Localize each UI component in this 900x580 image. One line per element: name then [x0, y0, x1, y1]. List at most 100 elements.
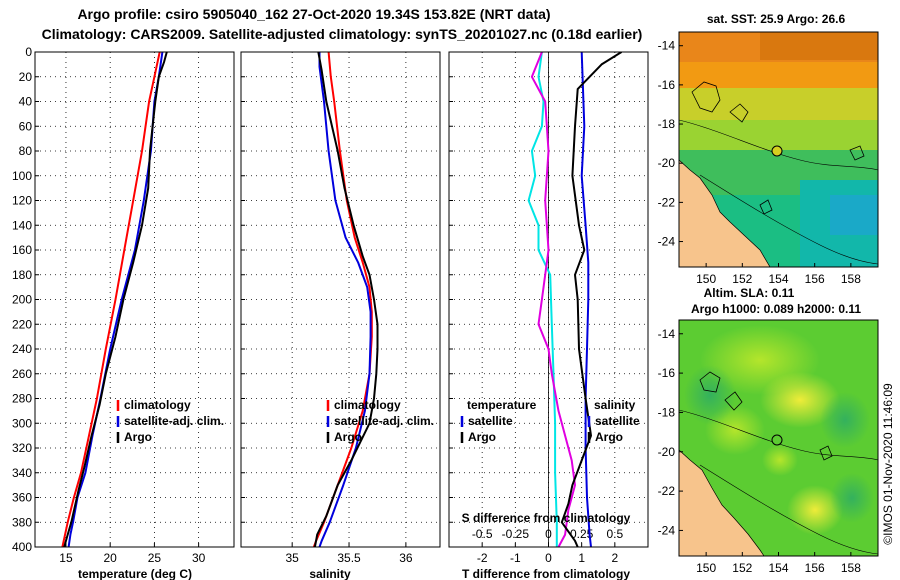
sst-map-ticks: 150 152 154 156 158 -14 -16 -18 -20 -22 -24 — [658, 39, 862, 286]
sla-map-title-line1: Altim. SLA: 0.11 — [704, 286, 795, 300]
y-tick-label: 360 — [12, 491, 32, 505]
y-tick-label: 300 — [12, 416, 32, 430]
map-y-tick-label: -16 — [658, 366, 676, 380]
map-y-tick-label: -22 — [658, 195, 676, 209]
s-tick-label: 0 — [545, 527, 552, 541]
map-y-tick-label: -24 — [658, 523, 676, 537]
panel-frame — [448, 51, 649, 548]
series-line-argo — [63, 52, 168, 547]
salinity-legend: climatology satellite-adj. clim. Argo — [326, 398, 434, 444]
map-x-tick-label: 156 — [805, 561, 825, 575]
series-line-t-argo — [530, 52, 576, 547]
series-line-s-argo — [560, 52, 623, 547]
series-line-satellite-adj-clim- — [318, 52, 372, 547]
y-tick-label: 0 — [25, 45, 32, 59]
y-tick-label: 340 — [12, 466, 32, 480]
salinity-xlabel: salinity — [309, 567, 351, 580]
y-tick-label: 260 — [12, 367, 32, 381]
x-tick-label: 2 — [611, 551, 618, 565]
y-tick-label: 180 — [12, 268, 32, 282]
map-x-tick-label: 158 — [841, 561, 861, 575]
map-y-tick-label: -18 — [658, 405, 676, 419]
legend-climatology: climatology — [334, 398, 401, 412]
s-tick-label: 0.5 — [606, 527, 623, 541]
series-group — [527, 52, 623, 547]
x-tick-label: 15 — [59, 551, 73, 565]
y-tick-label: 40 — [19, 95, 33, 109]
panel-frame — [240, 51, 441, 548]
legend-t-argo: Argo — [468, 430, 496, 444]
x-tick-label: 35.5 — [337, 551, 361, 565]
x-tick-label: 36 — [399, 551, 413, 565]
y-tick-label: 380 — [12, 515, 32, 529]
salinity-panel: 35 35.5 36 — [240, 51, 441, 565]
difference-top-label: S difference from climatology — [462, 511, 631, 525]
y-tick-label: 100 — [12, 169, 32, 183]
legend-satellite: satellite-adj. clim. — [334, 414, 434, 428]
s-tick-label: 0.25 — [570, 527, 594, 541]
map-x-tick-label: 156 — [805, 272, 825, 286]
series-group — [61, 52, 168, 547]
figure-title-line2: Climatology: CARS2009. Satellite-adjuste… — [42, 26, 643, 42]
sla-map: Altim. SLA: 0.11 Argo h1000: 0.089 h2000… — [658, 286, 879, 575]
series-line-climatology — [312, 52, 373, 547]
imos-credit: ©IMOS 01-Nov-2020 11:46:09 — [881, 383, 895, 545]
legend-s-argo: Argo — [595, 430, 623, 444]
temperature-legend: climatology satellite-adj. clim. Argo — [116, 398, 224, 444]
series-line-t-satellite — [527, 52, 558, 547]
y-tick-label: 400 — [12, 540, 32, 554]
map-x-tick-label: 158 — [841, 272, 861, 286]
x-tick-label: -2 — [477, 551, 488, 565]
x-tick-label: 30 — [192, 551, 206, 565]
map-y-tick-label: -18 — [658, 117, 676, 131]
temperature-xlabel: temperature (deg C) — [78, 567, 192, 580]
legend-argo: Argo — [124, 430, 152, 444]
y-tick-label: 320 — [12, 441, 32, 455]
legend-climatology: climatology — [124, 398, 191, 412]
sst-map: sat. SST: 25.9 Argo: 26.6 150 152 154 156 15… — [658, 12, 879, 286]
legend-s-satellite: satellite — [595, 414, 640, 428]
y-tick-label: 80 — [19, 144, 33, 158]
series-group — [312, 52, 379, 547]
map-x-tick-label: 150 — [696, 561, 716, 575]
map-x-tick-label: 150 — [696, 272, 716, 286]
legend-t-satellite: satellite — [468, 414, 513, 428]
difference-panel: -2 -1 0 1 2 -0.5 -0.25 0 0.25 0.5 — [448, 51, 649, 565]
difference-xlabel: T difference from climatology — [462, 567, 630, 580]
legend-temperature-title: temperature — [467, 398, 537, 412]
sla-map-title-line2: Argo h1000: 0.089 h2000: 0.11 — [691, 302, 861, 316]
series-line-s-satellite — [580, 52, 592, 547]
difference-legend: temperature satellite Argo salinity sate… — [460, 398, 640, 444]
map-y-tick-label: -22 — [658, 484, 676, 498]
legend-argo: Argo — [334, 430, 362, 444]
sst-map-title: sat. SST: 25.9 Argo: 26.6 — [707, 12, 846, 26]
y-tick-label: 160 — [12, 243, 32, 257]
s-tick-label: -0.25 — [502, 527, 530, 541]
legend-satellite: satellite-adj. clim. — [124, 414, 224, 428]
x-tick-label: 0 — [545, 551, 552, 565]
y-tick-label: 140 — [12, 218, 32, 232]
temperature-panel: 15 20 25 3002040608010012014016018020022024… — [12, 45, 235, 565]
panel-frame — [34, 51, 235, 548]
x-tick-label: 20 — [103, 551, 117, 565]
map-y-tick-label: -20 — [658, 445, 676, 459]
map-y-tick-label: -20 — [658, 156, 676, 170]
x-tick-label: -1 — [510, 551, 521, 565]
y-tick-label: 220 — [12, 317, 32, 331]
x-tick-label: 25 — [148, 551, 162, 565]
map-y-tick-label: -24 — [658, 235, 676, 249]
series-line-climatology — [61, 52, 161, 547]
legend-salinity-title: salinity — [594, 398, 636, 412]
figure-title-line1: Argo profile: csiro 5905040_162 27-Oct-2… — [77, 6, 550, 22]
y-tick-label: 60 — [19, 119, 33, 133]
y-tick-label: 240 — [12, 342, 32, 356]
map-x-tick-label: 154 — [768, 272, 788, 286]
y-tick-label: 280 — [12, 392, 32, 406]
map-y-tick-label: -14 — [658, 39, 676, 53]
y-tick-label: 200 — [12, 293, 32, 307]
map-x-tick-label: 152 — [732, 272, 752, 286]
y-tick-label: 20 — [19, 70, 33, 84]
y-tick-label: 120 — [12, 194, 32, 208]
s-tick-label: -0.5 — [472, 527, 493, 541]
